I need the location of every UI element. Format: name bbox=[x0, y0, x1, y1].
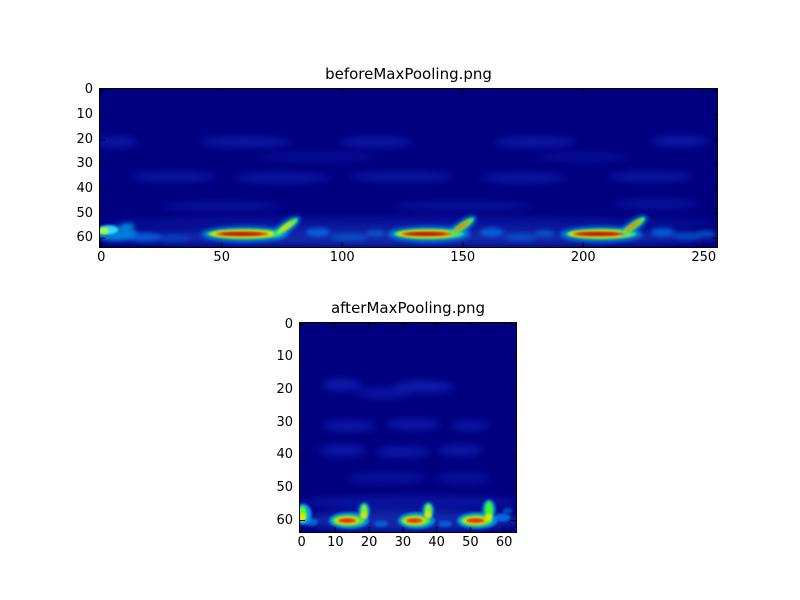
heat-feature bbox=[161, 201, 282, 212]
y-tick-label: 20 bbox=[276, 381, 293, 397]
y-tick-label: 0 bbox=[284, 316, 293, 332]
y-tick-label: 40 bbox=[276, 447, 293, 463]
heat-feature bbox=[650, 227, 675, 237]
heat-feature bbox=[278, 222, 293, 233]
x-tick-label: 30 bbox=[394, 535, 412, 550]
plot-title-after: afterMaxPooling.png bbox=[330, 298, 486, 317]
heat-feature bbox=[100, 137, 138, 147]
heat-feature bbox=[607, 172, 695, 182]
heat-feature bbox=[321, 379, 363, 391]
heat-feature bbox=[466, 518, 485, 523]
heat-feature bbox=[672, 232, 702, 240]
x-tick-label: 0 bbox=[97, 250, 106, 265]
heat-feature bbox=[453, 220, 470, 233]
heat-feature bbox=[406, 518, 423, 523]
y-tick-label: 10 bbox=[276, 349, 293, 365]
heat-feature bbox=[220, 232, 262, 236]
heat-feature bbox=[696, 230, 716, 237]
after-maxpooling-plot: afterMaxPooling.png 0 10 20 30 40 50 60 0 10 20 30… bbox=[276, 299, 517, 550]
heat-feature bbox=[438, 520, 452, 528]
x-tick-label: 150 bbox=[450, 250, 476, 265]
heat-feature bbox=[366, 230, 386, 237]
heat-feature bbox=[450, 420, 491, 431]
heat-feature bbox=[535, 230, 555, 237]
heat-feature bbox=[577, 232, 619, 236]
y-tick-label: 30 bbox=[76, 156, 93, 172]
x-tick-label: 60 bbox=[495, 535, 513, 550]
heat-feature bbox=[436, 445, 484, 456]
y-tick-label: 0 bbox=[84, 82, 93, 98]
heat-feature bbox=[503, 233, 538, 241]
heat-feature bbox=[502, 507, 513, 515]
heat-feature bbox=[120, 223, 135, 229]
heat-feature bbox=[390, 201, 536, 212]
heat-feature bbox=[650, 136, 709, 146]
x-tick-label: 100 bbox=[329, 250, 355, 265]
heat-feature bbox=[375, 446, 430, 458]
x-tick-label: 250 bbox=[691, 250, 717, 265]
heat-feature bbox=[494, 513, 511, 522]
heat-feature bbox=[355, 387, 410, 399]
x-tick-label: 0 bbox=[297, 535, 306, 550]
x-tick-label: 20 bbox=[360, 535, 378, 550]
y-tick-label: 20 bbox=[76, 131, 93, 147]
heat-feature bbox=[406, 232, 445, 236]
heat-feature bbox=[156, 234, 191, 243]
y-tick-label: 10 bbox=[76, 106, 93, 122]
heat-feature bbox=[484, 513, 493, 521]
heat-feature bbox=[349, 172, 456, 182]
heat-feature bbox=[479, 227, 504, 237]
heat-feature bbox=[338, 518, 357, 523]
heat-feature bbox=[257, 152, 379, 161]
x-tick-label: 50 bbox=[462, 535, 479, 550]
heat-feature bbox=[304, 518, 318, 526]
x-tick-label: 40 bbox=[428, 535, 445, 550]
heat-feature bbox=[100, 227, 109, 235]
heat-feature bbox=[535, 152, 632, 161]
heat-feature bbox=[424, 511, 432, 519]
y-tick-label: 40 bbox=[76, 180, 93, 196]
heat-feature bbox=[300, 495, 516, 510]
heat-feature bbox=[345, 472, 427, 484]
heat-feature bbox=[479, 173, 567, 183]
heat-feature bbox=[330, 233, 369, 241]
spectrogram-image-after bbox=[300, 323, 516, 532]
plot-title-before: beforeMaxPooling.png bbox=[325, 64, 492, 83]
y-tick-label: 50 bbox=[76, 205, 93, 221]
x-tick-label: 50 bbox=[213, 250, 230, 265]
y-tick-label: 30 bbox=[276, 414, 293, 430]
spectrogram-image-before bbox=[100, 89, 717, 247]
y-tick-label: 50 bbox=[276, 479, 293, 495]
before-maxpooling-plot: beforeMaxPooling.png 0 50 100 150 200 250 0 10 2… bbox=[76, 65, 718, 265]
heat-feature bbox=[318, 444, 366, 456]
heat-feature bbox=[624, 220, 641, 232]
heat-feature bbox=[374, 520, 388, 528]
y-tick-label: 60 bbox=[76, 230, 93, 246]
heat-feature bbox=[200, 137, 292, 147]
y-tick-label: 60 bbox=[276, 512, 293, 528]
heat-feature bbox=[436, 472, 491, 484]
heat-feature bbox=[612, 198, 699, 209]
heat-feature bbox=[392, 381, 454, 393]
heat-feature bbox=[306, 227, 331, 237]
heat-feature bbox=[127, 232, 162, 242]
heat-feature bbox=[130, 172, 217, 182]
heat-feature bbox=[233, 173, 331, 183]
heat-feature bbox=[300, 513, 307, 522]
heat-feature bbox=[360, 512, 368, 519]
x-tick-label: 10 bbox=[327, 535, 344, 550]
x-tick-label: 200 bbox=[570, 250, 596, 265]
heat-feature bbox=[494, 137, 577, 147]
heat-feature bbox=[386, 419, 441, 430]
heat-feature bbox=[339, 137, 413, 147]
heat-feature bbox=[321, 420, 376, 432]
